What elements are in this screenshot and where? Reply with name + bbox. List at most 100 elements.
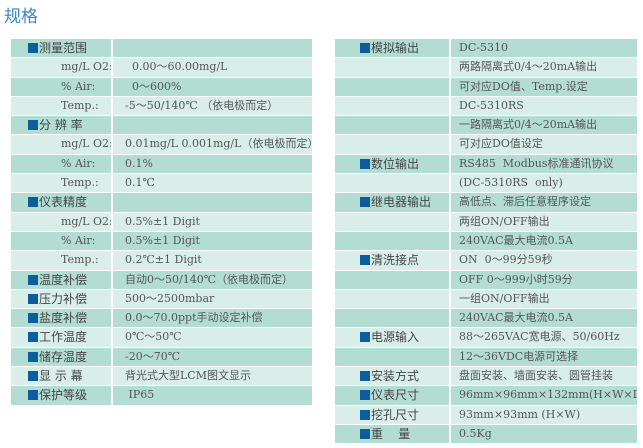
spec-value: 自动0～50/140℃（依电极而定） [113, 270, 312, 289]
spec-label [335, 58, 449, 77]
square-bullet-icon [360, 158, 370, 169]
spec-value: 240VAC最大电流0.5A [451, 309, 637, 328]
spec-row: mg/L O2: 0.01mg/L 0.001mg/L（依电极而定） [11, 135, 312, 154]
category-label: 温度补偿 [39, 272, 88, 287]
spec-label [335, 231, 449, 251]
square-bullet-icon [28, 274, 38, 285]
spec-value: 高低点、滞后任意程序设定 [451, 193, 637, 212]
spec-row: Temp.: 0.2℃±1 Digit [11, 251, 312, 270]
spec-label: 挖孔尺寸 [335, 405, 449, 424]
spec-row: 温度补偿 自动0～50/140℃（依电极而定） [11, 270, 312, 290]
spec-label: 压力补偿 [11, 289, 111, 309]
spec-value: 0℃～50℃ [113, 328, 312, 347]
spec-label: 清洗接点 [335, 251, 449, 270]
spec-label: % Air: [11, 231, 111, 251]
spec-value [113, 193, 312, 212]
spec-value: 0.5Kg [451, 424, 637, 444]
sub-label: Temp.: [61, 253, 99, 267]
category-label: 挖孔尺寸 [371, 407, 420, 422]
category-label: 压力补偿 [39, 291, 88, 306]
spec-value: 93mm×93mm (H×W) [451, 405, 637, 424]
spec-row: 保护等级 IP65 [11, 386, 312, 405]
spec-label: 显 示 幕 [11, 367, 111, 386]
spec-label [335, 116, 449, 135]
spec-value: RS485 Modbus标准通讯协议 [451, 154, 637, 174]
square-bullet-icon [28, 351, 38, 362]
category-label: 电源输入 [371, 330, 420, 345]
spec-row: mg/L O2: 0.5%±1 Digit [11, 212, 312, 232]
square-bullet-icon [360, 390, 370, 401]
sub-label: Temp.: [61, 176, 99, 190]
square-bullet-icon [28, 332, 38, 343]
square-bullet-icon [28, 371, 38, 382]
spec-value: 0.1% [113, 154, 312, 174]
spec-label: % Air: [11, 154, 111, 174]
spec-row: % Air: 0.1% [11, 154, 312, 174]
spec-label: 测量范围 [11, 39, 111, 58]
spec-value [113, 39, 312, 58]
spec-value: 两路隔离式0/4～20mA输出 [451, 58, 637, 77]
spec-table-left: 测量范围 mg/L O2: 0.00～60.00mg/L% Air: 0～600%… [11, 39, 312, 406]
spec-value: 可对应DO值设定 [451, 135, 637, 154]
spec-label [335, 135, 449, 154]
spec-label [335, 174, 449, 193]
spec-label [335, 270, 449, 289]
spec-row: 仪表尺寸 96mm×96mm×132mm(H×W×D) [335, 386, 637, 405]
sub-label: % Air: [61, 233, 96, 247]
spec-row: Temp.: 0.1℃ [11, 174, 312, 193]
spec-value: 0.5%±1 Digit [113, 231, 312, 251]
spec-value: 0.2℃±1 Digit [113, 251, 312, 270]
spec-value: 96mm×96mm×132mm(H×W×D) [451, 386, 637, 405]
spec-label: Temp.: [11, 174, 111, 193]
square-bullet-icon [360, 371, 370, 382]
category-label: 继电器输出 [371, 195, 432, 210]
square-bullet-icon [28, 313, 38, 324]
spec-row: (DC-5310RS only) [335, 174, 637, 193]
square-bullet-icon [28, 293, 38, 304]
spec-row: 一路隔离式0/4～20mA输出 [335, 116, 637, 135]
square-bullet-icon [28, 390, 38, 401]
spec-value: 两组ON/OFF输出 [451, 212, 637, 231]
spec-row: 数位输出 RS485 Modbus标准通讯协议 [335, 154, 637, 174]
spec-label: 储存温度 [11, 347, 111, 367]
spec-label: mg/L O2: [11, 212, 111, 231]
spec-label: 数位输出 [335, 154, 449, 174]
spec-value: OFF 0～999小时59分 [451, 270, 637, 289]
sub-label: mg/L O2: [61, 60, 111, 74]
spec-row: 重 量 0.5Kg [335, 424, 637, 444]
spec-label: 电源输入 [335, 328, 449, 347]
spec-row: 继电器输出 高低点、滞后任意程序设定 [335, 193, 637, 212]
spec-row: % Air: 0～600% [11, 77, 312, 97]
spec-row: 挖孔尺寸 93mm×93mm (H×W) [335, 405, 637, 425]
category-label: 模拟输出 [371, 41, 420, 55]
spec-row: 240VAC最大电流0.5A [335, 231, 637, 251]
category-label: 盐度补偿 [39, 311, 88, 326]
category-label: 储存温度 [39, 349, 88, 364]
spec-label: mg/L O2: [11, 135, 111, 154]
spec-row: 压力补偿 500～2500mbar [11, 289, 312, 309]
spec-label: 继电器输出 [335, 193, 449, 212]
spec-value: 0.00～60.00mg/L [113, 58, 312, 77]
category-label: 保护等级 [39, 388, 88, 403]
square-bullet-icon [28, 120, 38, 131]
spec-row: 盐度补偿 0.0～70.0ppt手动设定补偿 [11, 309, 312, 328]
spec-row: 工作温度 0℃～50℃ [11, 328, 312, 347]
square-bullet-icon [360, 409, 370, 420]
spec-value: 500～2500mbar [113, 289, 312, 309]
spec-value: DC-5310 [451, 39, 637, 58]
spec-row: 安装方式 盘面安装、墙面安装、圆管挂装 [335, 367, 637, 386]
spec-value: 盘面安装、墙面安装、圆管挂装 [451, 367, 637, 386]
spec-row: 分 辨 率 [11, 116, 312, 135]
spec-value: ON 0～99分59秒 [451, 251, 637, 270]
spec-row: mg/L O2: 0.00～60.00mg/L [11, 58, 312, 77]
category-label: 仪表尺寸 [371, 388, 420, 403]
spec-value [113, 116, 312, 135]
spec-row: 两路隔离式0/4～20mA输出 [335, 58, 637, 77]
spec-label [335, 77, 449, 96]
square-bullet-icon [28, 43, 38, 53]
spec-label [335, 309, 449, 328]
spec-value: 背光式大型LCM图文显示 [113, 367, 312, 386]
category-label: 清洗接点 [371, 253, 420, 268]
spec-value: 0.01mg/L 0.001mg/L（依电极而定） [113, 135, 312, 154]
category-label: 工作温度 [39, 330, 88, 345]
